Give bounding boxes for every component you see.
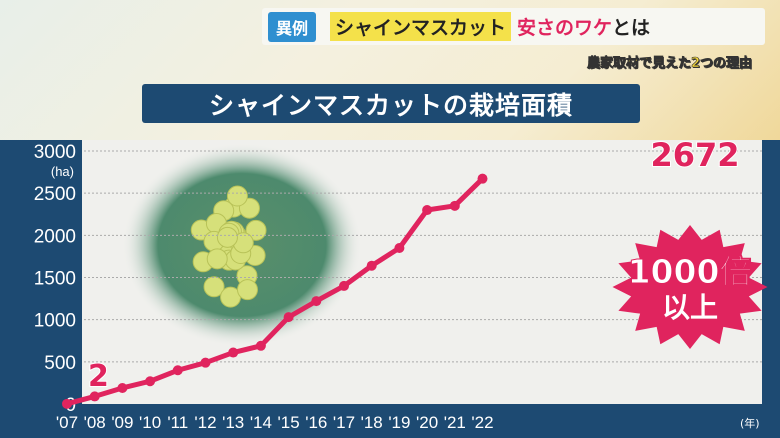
x-tick-label: '15 xyxy=(278,413,300,432)
y-tick-label: 2500 xyxy=(34,184,76,205)
headline-highlight: 安さのワケ xyxy=(517,17,613,39)
chart-title: シャインマスカットの栽培面積 xyxy=(142,84,640,123)
data-point xyxy=(172,365,183,376)
x-tick-label: '16 xyxy=(305,413,327,432)
x-tick-label: '19 xyxy=(388,413,410,432)
data-label-first: 2 xyxy=(88,359,109,394)
data-label-last: 2672 xyxy=(650,136,739,174)
series-line xyxy=(66,176,485,407)
data-point xyxy=(477,173,488,184)
x-tick-label: '10 xyxy=(139,413,161,432)
x-tick-label: '09 xyxy=(111,413,133,432)
data-point xyxy=(255,340,266,351)
x-tick-label: '20 xyxy=(416,413,438,432)
x-tick-label: '22 xyxy=(471,413,493,432)
data-point xyxy=(117,382,128,393)
x-tick-label: '11 xyxy=(167,413,188,432)
x-tick-label: '13 xyxy=(222,413,244,432)
data-point xyxy=(200,357,211,368)
data-point xyxy=(394,242,405,253)
data-point xyxy=(366,260,377,271)
data-point xyxy=(228,347,239,358)
x-tick-label: '21 xyxy=(444,413,466,432)
y-tick-label: 3000 xyxy=(34,142,76,163)
headline-tail: とは xyxy=(612,17,651,39)
data-point xyxy=(339,280,349,291)
grape-photo xyxy=(122,143,362,347)
x-axis-unit: (年) xyxy=(740,416,760,430)
data-point xyxy=(449,200,460,211)
x-tick-label: '18 xyxy=(361,413,383,432)
x-tick-label: '12 xyxy=(194,413,216,432)
y-tick-label: 1000 xyxy=(34,311,76,332)
grape-berry xyxy=(226,185,248,207)
grape-berry xyxy=(216,226,238,248)
badge: 異例 xyxy=(268,11,317,42)
grape-berry xyxy=(236,279,258,301)
x-tick-label: '17 xyxy=(333,413,355,432)
data-point xyxy=(311,296,322,307)
starburst-shape xyxy=(612,225,768,349)
y-tick-label: 500 xyxy=(44,353,76,374)
data-point xyxy=(62,398,72,409)
headline-bar: 異例 シャインマスカット 安さのワケ とは xyxy=(262,8,765,45)
x-tick-label: '14 xyxy=(250,413,272,432)
headline-subtitle: 農家取材で見えた2つの理由 xyxy=(586,56,753,72)
y-tick-label: 2000 xyxy=(34,226,76,247)
callout-line1: 1000倍 xyxy=(628,252,753,291)
y-tick-label: 1500 xyxy=(34,269,76,290)
grape-berry xyxy=(203,276,225,298)
callout-line2: 以上 xyxy=(662,291,718,324)
data-point xyxy=(145,376,156,387)
x-tick-label: '07 xyxy=(56,413,78,432)
x-tick-label: '08 xyxy=(84,413,106,432)
y-axis-unit: (ha) xyxy=(51,164,74,179)
grape-berry xyxy=(206,248,228,270)
data-point xyxy=(422,205,433,216)
data-point xyxy=(89,391,100,402)
data-point xyxy=(283,312,294,323)
headline-main: シャインマスカット xyxy=(330,12,512,41)
